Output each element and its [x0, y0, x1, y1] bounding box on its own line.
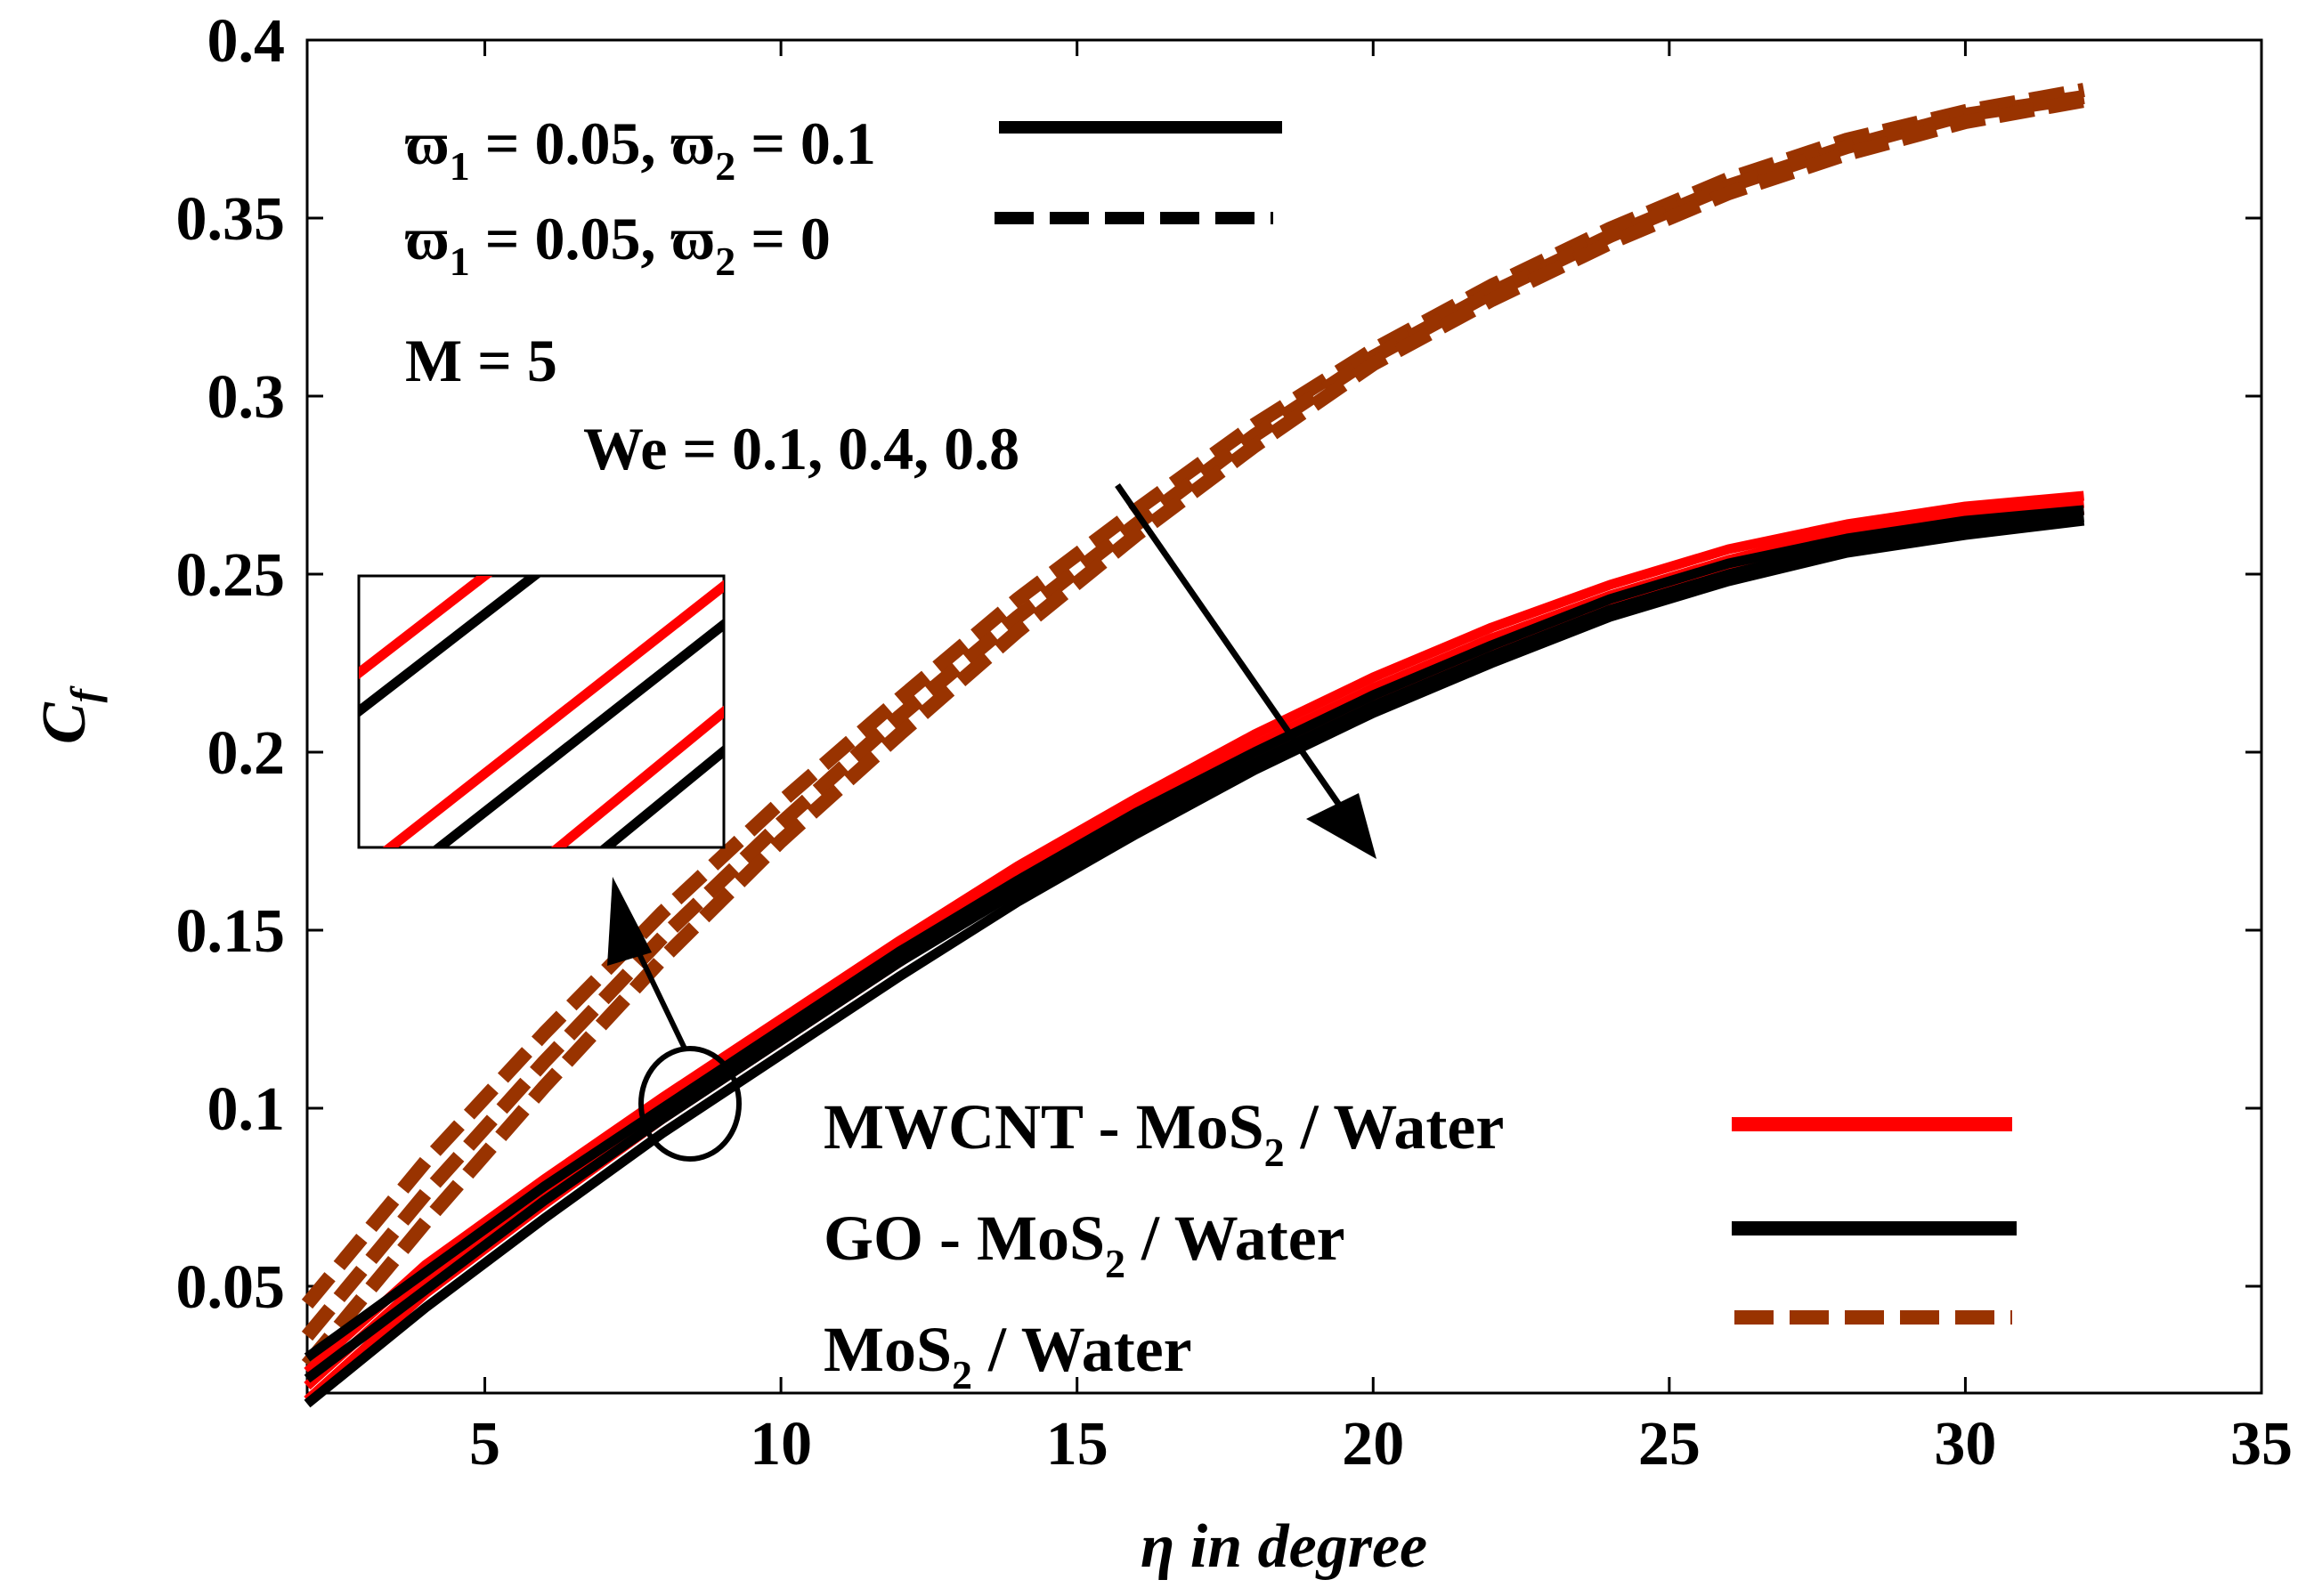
y-tick-label: 0.15 [176, 897, 286, 966]
omega1-value: = 0.05, [470, 205, 671, 272]
zoom-inset-frame [357, 574, 726, 849]
plot-frame [305, 38, 2263, 1395]
zoom-circle [638, 1046, 742, 1162]
y-axis-title: Cf [30, 685, 108, 744]
inset-black-line-2 [598, 744, 724, 847]
legend-label-pre: MWCNT - MoS [824, 1091, 1264, 1163]
y-tick-label: 0.25 [176, 541, 286, 610]
x-tick-label: 10 [750, 1410, 812, 1479]
inset-red-line-1 [382, 579, 724, 847]
x-tick-label: 15 [1046, 1410, 1108, 1479]
omega2-symbol: ϖ [670, 205, 715, 272]
legend-label-mwcnt: MWCNT - MoS2 / Water [824, 1091, 1504, 1175]
omega1-sub: 1 [450, 239, 470, 284]
x-tick-label: 25 [1638, 1410, 1701, 1479]
omega1-symbol: ϖ [405, 109, 450, 177]
we-values-label: We = 0.1, 0.4, 0.8 [583, 415, 1019, 482]
legend-label-sub: 2 [1105, 1241, 1125, 1286]
zoom-inset [357, 574, 726, 849]
y-tick-label: 0.05 [176, 1253, 286, 1322]
x-tick-label: 5 [469, 1410, 500, 1479]
zoom-arrow-shaft [629, 937, 688, 1052]
omega1-symbol: ϖ [405, 205, 450, 272]
legend-label-post: / Water [1285, 1091, 1505, 1163]
series-line-4 [304, 512, 2084, 1383]
series-line-3 [304, 505, 2084, 1362]
curves [301, 83, 2085, 1408]
omega2-value: = 0 [735, 205, 831, 272]
axis-tick-labels: 5 10 15 20 25 30 35 0.05 0.1 0.15 0.2 0.25 0.3 0.35 0.… [176, 7, 2294, 1479]
m-value-label: M = 5 [405, 327, 557, 394]
inset-red-line-0 [359, 576, 493, 680]
series-line-0 [304, 490, 2084, 1376]
x-tick-label: 35 [2230, 1410, 2293, 1479]
legend-label-sub: 2 [952, 1352, 972, 1398]
y-axis-title-main: C [30, 701, 99, 744]
style-label-dashed: ϖ1 = 0.05, ϖ2 = 0 [405, 205, 831, 284]
omega1-sub: 1 [450, 143, 470, 189]
inset-black-line-0 [359, 576, 542, 718]
we-arrow-shaft [1115, 483, 1352, 821]
x-tick-label: 20 [1342, 1410, 1404, 1479]
legend-label-pre: GO - MoS [824, 1203, 1105, 1274]
legend-label-post: / Water [1125, 1203, 1345, 1274]
legend: MWCNT - MoS2 / Water GO - MoS2 / Water M… [824, 1091, 2017, 1398]
y-tick-label: 0.3 [207, 363, 286, 432]
omega2-value: = 0.1 [735, 109, 876, 177]
legend-label-sub: 2 [1264, 1130, 1285, 1175]
legend-label-pre: MoS [824, 1314, 952, 1385]
y-tick-label: 0.35 [176, 185, 286, 254]
y-tick-label: 0.4 [207, 7, 286, 76]
legend-label-mos2: MoS2 / Water [824, 1314, 1192, 1398]
style-label-solid: ϖ1 = 0.05, ϖ2 = 0.1 [405, 109, 876, 189]
omega2-sub: 2 [715, 143, 735, 189]
omega1-value: = 0.05, [470, 109, 671, 177]
series-line-8 [301, 93, 2085, 1370]
inset-red-line-2 [550, 705, 724, 847]
series-line-5 [304, 515, 2085, 1408]
zoom-arrow-head [607, 877, 652, 966]
we-arrow-head [1306, 793, 1376, 859]
omega2-symbol: ϖ [670, 109, 715, 177]
y-tick-label: 0.1 [207, 1075, 286, 1144]
y-tick-label: 0.2 [207, 719, 286, 788]
axis-ticks [307, 38, 2263, 1393]
omega2-sub: 2 [715, 239, 735, 284]
inset-black-line-1 [431, 618, 724, 847]
x-axis-title: η in degree [1141, 1512, 1427, 1581]
x-tick-label: 30 [1934, 1410, 1996, 1479]
y-axis-title-sub: f [62, 685, 108, 702]
zoom-inset-lines [359, 576, 724, 847]
legend-label-post: / Water [972, 1314, 1192, 1385]
series-line-6 [301, 83, 2085, 1309]
legend-label-go: GO - MoS2 / Water [824, 1203, 1345, 1286]
